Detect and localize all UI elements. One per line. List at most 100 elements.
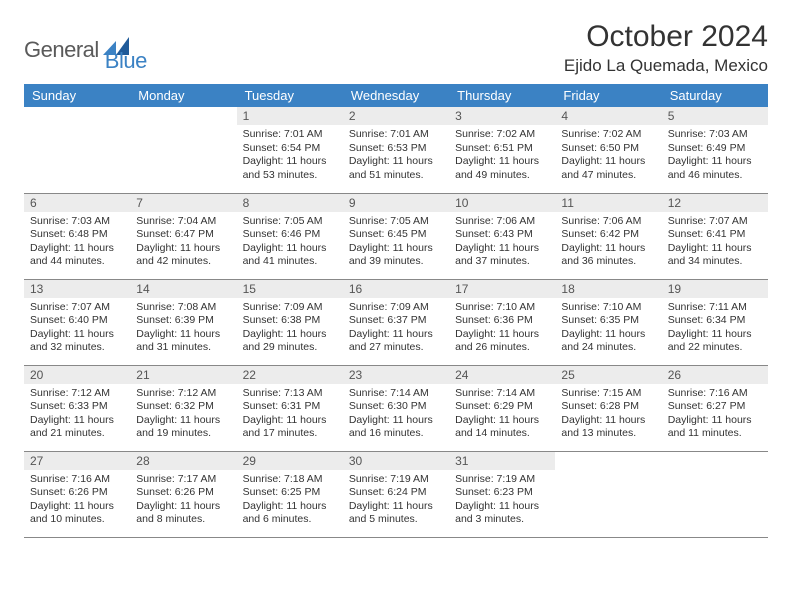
sunset-text: Sunset: 6:38 PM (243, 314, 337, 328)
sunrise-text: Sunrise: 7:15 AM (561, 387, 655, 401)
sunrise-text: Sunrise: 7:13 AM (243, 387, 337, 401)
day-number: 13 (24, 280, 130, 298)
sunrise-text: Sunrise: 7:05 AM (349, 215, 443, 229)
day-content: Sunrise: 7:05 AMSunset: 6:45 PMDaylight:… (343, 212, 449, 270)
day-number: 14 (130, 280, 236, 298)
daylight-text: Daylight: 11 hours and 32 minutes. (30, 328, 124, 355)
sunset-text: Sunset: 6:39 PM (136, 314, 230, 328)
day-number: 5 (662, 107, 768, 125)
weekday-header: Wednesday (343, 84, 449, 107)
sunrise-text: Sunrise: 7:02 AM (455, 128, 549, 142)
day-content: Sunrise: 7:05 AMSunset: 6:46 PMDaylight:… (237, 212, 343, 270)
day-number: 11 (555, 194, 661, 212)
day-content: Sunrise: 7:15 AMSunset: 6:28 PMDaylight:… (555, 384, 661, 442)
calendar-day-cell: 18Sunrise: 7:10 AMSunset: 6:35 PMDayligh… (555, 279, 661, 365)
calendar-day-cell: 28Sunrise: 7:17 AMSunset: 6:26 PMDayligh… (130, 451, 236, 537)
sunrise-text: Sunrise: 7:19 AM (349, 473, 443, 487)
calendar-day-cell (662, 451, 768, 537)
sunset-text: Sunset: 6:26 PM (30, 486, 124, 500)
sunrise-text: Sunrise: 7:17 AM (136, 473, 230, 487)
calendar-week-row: 1Sunrise: 7:01 AMSunset: 6:54 PMDaylight… (24, 107, 768, 193)
day-content: Sunrise: 7:07 AMSunset: 6:40 PMDaylight:… (24, 298, 130, 356)
sunrise-text: Sunrise: 7:12 AM (136, 387, 230, 401)
weekday-header: Friday (555, 84, 661, 107)
sunrise-text: Sunrise: 7:18 AM (243, 473, 337, 487)
daylight-text: Daylight: 11 hours and 10 minutes. (30, 500, 124, 527)
day-number: 3 (449, 107, 555, 125)
day-content: Sunrise: 7:02 AMSunset: 6:51 PMDaylight:… (449, 125, 555, 183)
day-content: Sunrise: 7:11 AMSunset: 6:34 PMDaylight:… (662, 298, 768, 356)
daylight-text: Daylight: 11 hours and 51 minutes. (349, 155, 443, 182)
sunrise-text: Sunrise: 7:02 AM (561, 128, 655, 142)
sunset-text: Sunset: 6:27 PM (668, 400, 762, 414)
sunrise-text: Sunrise: 7:05 AM (243, 215, 337, 229)
sunrise-text: Sunrise: 7:14 AM (455, 387, 549, 401)
daylight-text: Daylight: 11 hours and 19 minutes. (136, 414, 230, 441)
sunset-text: Sunset: 6:26 PM (136, 486, 230, 500)
sunset-text: Sunset: 6:50 PM (561, 142, 655, 156)
day-number: 8 (237, 194, 343, 212)
day-number: 29 (237, 452, 343, 470)
sunset-text: Sunset: 6:36 PM (455, 314, 549, 328)
sunset-text: Sunset: 6:43 PM (455, 228, 549, 242)
calendar-day-cell: 6Sunrise: 7:03 AMSunset: 6:48 PMDaylight… (24, 193, 130, 279)
day-number: 1 (237, 107, 343, 125)
calendar-table: Sunday Monday Tuesday Wednesday Thursday… (24, 84, 768, 538)
sunrise-text: Sunrise: 7:14 AM (349, 387, 443, 401)
calendar-day-cell: 16Sunrise: 7:09 AMSunset: 6:37 PMDayligh… (343, 279, 449, 365)
weekday-header: Thursday (449, 84, 555, 107)
day-content: Sunrise: 7:01 AMSunset: 6:54 PMDaylight:… (237, 125, 343, 183)
day-content: Sunrise: 7:08 AMSunset: 6:39 PMDaylight:… (130, 298, 236, 356)
calendar-day-cell: 24Sunrise: 7:14 AMSunset: 6:29 PMDayligh… (449, 365, 555, 451)
sunset-text: Sunset: 6:28 PM (561, 400, 655, 414)
daylight-text: Daylight: 11 hours and 8 minutes. (136, 500, 230, 527)
sunset-text: Sunset: 6:54 PM (243, 142, 337, 156)
daylight-text: Daylight: 11 hours and 39 minutes. (349, 242, 443, 269)
day-content: Sunrise: 7:03 AMSunset: 6:49 PMDaylight:… (662, 125, 768, 183)
calendar-week-row: 6Sunrise: 7:03 AMSunset: 6:48 PMDaylight… (24, 193, 768, 279)
day-content: Sunrise: 7:07 AMSunset: 6:41 PMDaylight:… (662, 212, 768, 270)
sunrise-text: Sunrise: 7:03 AM (668, 128, 762, 142)
weekday-header: Tuesday (237, 84, 343, 107)
sunset-text: Sunset: 6:33 PM (30, 400, 124, 414)
day-number: 19 (662, 280, 768, 298)
day-content: Sunrise: 7:19 AMSunset: 6:24 PMDaylight:… (343, 470, 449, 528)
daylight-text: Daylight: 11 hours and 47 minutes. (561, 155, 655, 182)
title-block: October 2024 Ejido La Quemada, Mexico (564, 20, 768, 76)
day-content: Sunrise: 7:12 AMSunset: 6:32 PMDaylight:… (130, 384, 236, 442)
calendar-day-cell: 26Sunrise: 7:16 AMSunset: 6:27 PMDayligh… (662, 365, 768, 451)
day-number: 24 (449, 366, 555, 384)
sunrise-text: Sunrise: 7:10 AM (561, 301, 655, 315)
day-content: Sunrise: 7:06 AMSunset: 6:42 PMDaylight:… (555, 212, 661, 270)
day-number: 31 (449, 452, 555, 470)
sunset-text: Sunset: 6:23 PM (455, 486, 549, 500)
day-content: Sunrise: 7:09 AMSunset: 6:38 PMDaylight:… (237, 298, 343, 356)
day-number: 22 (237, 366, 343, 384)
sunset-text: Sunset: 6:31 PM (243, 400, 337, 414)
day-content: Sunrise: 7:01 AMSunset: 6:53 PMDaylight:… (343, 125, 449, 183)
sunset-text: Sunset: 6:53 PM (349, 142, 443, 156)
calendar-day-cell: 1Sunrise: 7:01 AMSunset: 6:54 PMDaylight… (237, 107, 343, 193)
day-number: 18 (555, 280, 661, 298)
logo-text-blue: Blue (105, 48, 147, 74)
day-content: Sunrise: 7:04 AMSunset: 6:47 PMDaylight:… (130, 212, 236, 270)
day-number: 10 (449, 194, 555, 212)
daylight-text: Daylight: 11 hours and 5 minutes. (349, 500, 443, 527)
header: General Blue October 2024 Ejido La Quema… (24, 20, 768, 76)
daylight-text: Daylight: 11 hours and 44 minutes. (30, 242, 124, 269)
calendar-day-cell: 17Sunrise: 7:10 AMSunset: 6:36 PMDayligh… (449, 279, 555, 365)
weekday-header: Monday (130, 84, 236, 107)
sunrise-text: Sunrise: 7:06 AM (561, 215, 655, 229)
sunrise-text: Sunrise: 7:19 AM (455, 473, 549, 487)
weekday-header: Saturday (662, 84, 768, 107)
day-content: Sunrise: 7:02 AMSunset: 6:50 PMDaylight:… (555, 125, 661, 183)
logo-text-general: General (24, 37, 99, 63)
day-number: 12 (662, 194, 768, 212)
day-number: 25 (555, 366, 661, 384)
sunrise-text: Sunrise: 7:03 AM (30, 215, 124, 229)
sunset-text: Sunset: 6:32 PM (136, 400, 230, 414)
day-number: 2 (343, 107, 449, 125)
day-number: 6 (24, 194, 130, 212)
calendar-day-cell: 22Sunrise: 7:13 AMSunset: 6:31 PMDayligh… (237, 365, 343, 451)
sunset-text: Sunset: 6:51 PM (455, 142, 549, 156)
